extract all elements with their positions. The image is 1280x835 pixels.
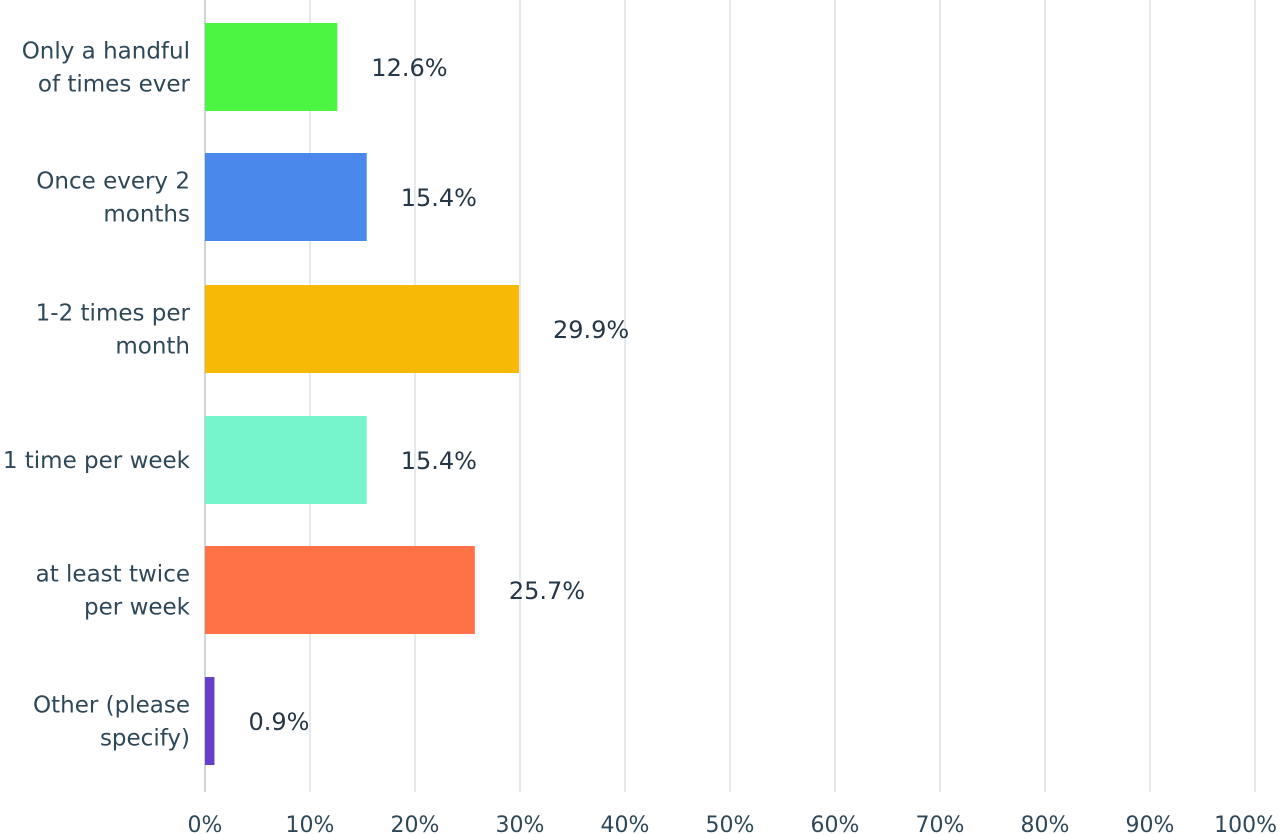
bar <box>205 546 475 634</box>
category-label-line: Once every 2 <box>36 169 190 195</box>
category-label-line: month <box>115 334 190 360</box>
bar <box>205 416 367 504</box>
bar <box>205 23 338 111</box>
x-tick-label: 70% <box>916 813 965 835</box>
x-tick-label: 40% <box>601 813 650 835</box>
x-tick-label: 0% <box>188 813 223 835</box>
value-label: 29.9% <box>553 316 629 344</box>
category-label-line: Only a handful <box>22 39 190 65</box>
value-label: 25.7% <box>509 577 585 605</box>
value-label: 12.6% <box>371 54 447 82</box>
category-label: Only a handful of times ever <box>22 39 191 98</box>
x-tick-label: 90% <box>1126 813 1175 835</box>
category-label: Other (please specify) <box>33 693 190 752</box>
category-label-line: 1 time per week <box>3 448 191 474</box>
x-tick-label: 100% <box>1214 813 1277 835</box>
bar <box>205 677 215 765</box>
x-tick-label: 80% <box>1021 813 1070 835</box>
category-label-line: months <box>103 202 190 228</box>
x-tick-label: 30% <box>496 813 545 835</box>
category-label-line: 1-2 times per <box>36 301 191 327</box>
x-tick-label: 50% <box>706 813 755 835</box>
x-tick-label: 20% <box>391 813 440 835</box>
category-label-line: of times ever <box>38 72 191 98</box>
category-label: 1-2 times per month <box>36 301 191 360</box>
category-label-line: specify) <box>100 726 190 752</box>
value-label: 15.4% <box>401 184 477 212</box>
x-tick-label: 60% <box>811 813 860 835</box>
bar <box>205 153 367 241</box>
value-label: 15.4% <box>401 447 477 475</box>
value-label: 0.9% <box>248 708 309 736</box>
bar <box>205 285 519 373</box>
category-label-line: Other (please <box>33 693 190 719</box>
x-tick-label: 10% <box>286 813 335 835</box>
category-label: 1 time per week <box>3 448 191 474</box>
gridlines <box>309 0 1256 792</box>
category-label-line: per week <box>84 595 191 621</box>
category-label: Once every 2 months <box>36 169 190 228</box>
category-label: at least twice per week <box>36 562 191 621</box>
category-label-line: at least twice <box>36 562 190 588</box>
